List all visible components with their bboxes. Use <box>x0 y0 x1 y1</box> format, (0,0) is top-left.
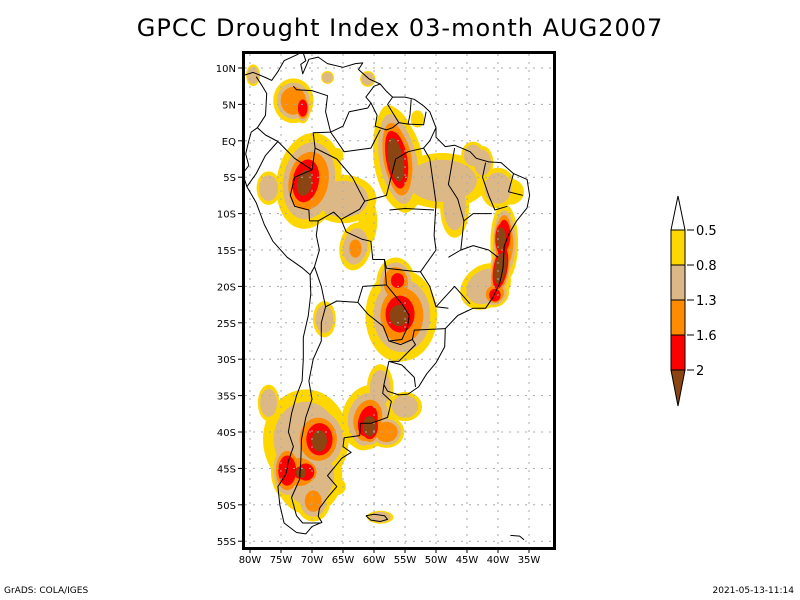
lat-tick-label: 55S <box>217 537 236 548</box>
country-border <box>331 84 381 132</box>
drought-shading <box>246 64 524 523</box>
drought-contour-level-2 <box>443 182 466 230</box>
drought-contour-level-3 <box>375 422 398 442</box>
lat-tick-label: EQ <box>222 137 236 148</box>
lat-tick-label: 25S <box>217 319 236 330</box>
drought-contour-level-4 <box>391 273 404 288</box>
lat-tick-label: 20S <box>217 282 236 293</box>
drought-contour-level-2 <box>322 72 333 83</box>
lon-tick-label: 40W <box>487 555 510 566</box>
drought-contour-level-5 <box>312 430 327 451</box>
south-georgia-island <box>510 535 524 539</box>
map: 10N 5N EQ 5S 10S 15S 20S 25S 30S 35S 40S 45S 50S 55S8… <box>0 0 800 600</box>
colorbar-box <box>671 265 685 300</box>
drought-contour-level-4 <box>298 99 308 116</box>
lat-tick-label: 35S <box>217 392 236 403</box>
drought-contour-level-2 <box>247 67 258 84</box>
lat-tick-label: 30S <box>217 355 236 366</box>
colorbar-box <box>671 230 685 265</box>
lat-tick-label: 5S <box>223 173 236 184</box>
drought-contour-level-5 <box>363 416 376 436</box>
lon-tick-label: 50W <box>425 555 448 566</box>
lon-tick-label: 60W <box>363 555 386 566</box>
lon-tick-label: 35W <box>518 555 541 566</box>
colorbar-label: 0.8 <box>696 259 717 274</box>
lon-tick-label: 55W <box>394 555 417 566</box>
colorbar-above-triangle <box>671 196 685 230</box>
country-border <box>408 99 411 124</box>
lat-tick-label: 15S <box>217 246 236 257</box>
lat-tick-label: 40S <box>217 428 236 439</box>
lat-tick-label: 10N <box>216 64 236 75</box>
lon-tick-label: 75W <box>270 555 293 566</box>
grads-credit: GrADS: COLA/IGES <box>4 586 88 596</box>
colorbar-label: 1.6 <box>696 329 717 344</box>
lon-tick-label: 70W <box>301 555 324 566</box>
lat-tick-label: 50S <box>217 501 236 512</box>
lat-tick-label: 10S <box>217 210 236 221</box>
drought-contour-level-2 <box>259 175 278 201</box>
colorbar-box <box>671 335 685 370</box>
drought-contour-level-2 <box>408 160 477 202</box>
lon-tick-label: 65W <box>332 555 355 566</box>
lat-tick-label: 5N <box>222 100 236 111</box>
colorbar-label: 2 <box>696 364 704 379</box>
lon-tick-label: 45W <box>456 555 479 566</box>
lat-tick-label: 45S <box>217 464 236 475</box>
colorbar-box <box>671 300 685 335</box>
drought-contour-level-5 <box>296 467 307 478</box>
lon-tick-label: 80W <box>239 555 262 566</box>
timestamp: 2021-05-13-11:14 <box>713 586 795 596</box>
colorbar: 0.5 0.8 1.3 1.6 2 <box>671 196 717 406</box>
drought-contour-level-3 <box>349 239 361 257</box>
colorbar-label: 1.3 <box>696 294 717 309</box>
colorbar-label: 0.5 <box>696 224 717 239</box>
colorbar-below-triangle <box>671 370 685 406</box>
drought-contour-level-2 <box>260 389 277 417</box>
